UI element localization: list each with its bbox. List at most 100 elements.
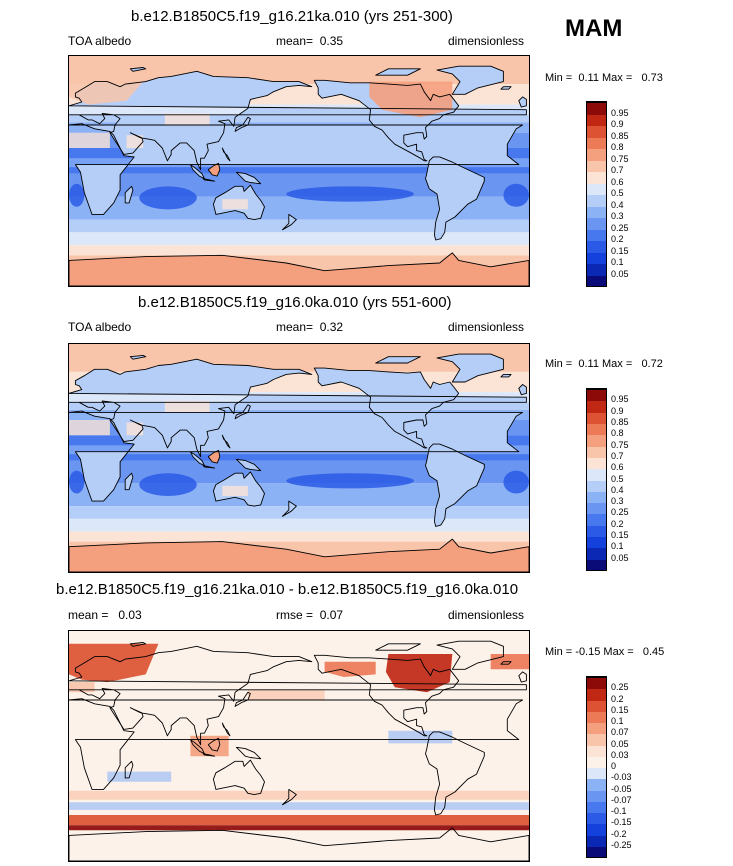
coastline — [313, 654, 460, 737]
panel2-title: b.e12.B1850C5.f19_g16.0ka.010 (yrs 551-6… — [138, 294, 452, 311]
field-band — [69, 518, 529, 532]
colorbar-swatch — [587, 744, 606, 757]
colorbar-swatch — [587, 502, 606, 515]
positive-anomaly — [324, 661, 376, 677]
colorbar-swatch — [587, 240, 606, 253]
coastline — [129, 67, 147, 72]
land-field — [235, 117, 251, 132]
field-band — [69, 531, 529, 542]
colorbar-tick-label: 0.3 — [611, 496, 624, 507]
coastline — [69, 538, 529, 572]
coastline — [221, 147, 231, 162]
land-field — [282, 214, 297, 230]
land-field — [235, 404, 251, 419]
colorbar-swatch — [587, 767, 606, 780]
panel2-mean: mean= 0.32 — [276, 320, 344, 334]
colorbar-swatch — [587, 468, 606, 481]
coastline — [212, 759, 265, 796]
coastline — [234, 116, 251, 132]
colorbar-swatch — [587, 148, 606, 161]
colorbar-swatch — [587, 217, 606, 230]
coastline — [375, 356, 421, 364]
colorbar-tick-label: -0.15 — [611, 817, 632, 828]
colorbar-swatch — [587, 755, 606, 768]
coastline — [221, 722, 231, 737]
coastline — [69, 70, 527, 171]
negative-anomaly — [69, 802, 529, 810]
panel1-minmax: Min = 0.11 Max = 0.73 — [545, 72, 663, 84]
colorbar-swatch — [587, 251, 606, 264]
colorbar-tick-label: 0.7 — [611, 165, 624, 175]
colorbar-tick-label: 0.25 — [611, 682, 629, 693]
ice-sheet-field — [69, 539, 529, 572]
coastline — [235, 458, 262, 472]
colorbar-tick-label: 0.4 — [611, 199, 624, 210]
panel2-units: dimensionless — [448, 320, 525, 334]
coastline — [281, 500, 297, 517]
colorbar-swatch — [587, 547, 606, 560]
colorbar-tick-label: 0.15 — [611, 704, 629, 715]
colorbar-tick-label: 0 — [611, 761, 617, 771]
land-field — [314, 368, 459, 448]
coastline — [69, 827, 529, 861]
coastline — [518, 671, 527, 683]
coastline — [207, 162, 221, 177]
coastline — [69, 252, 529, 286]
coastline — [500, 373, 512, 378]
colorbar-swatch — [587, 558, 606, 570]
colorbar-tick-label: 0.8 — [611, 142, 624, 152]
desert-field — [164, 401, 210, 413]
colorbar-tick-label: 0.6 — [611, 176, 624, 187]
colorbar-swatch — [587, 102, 606, 115]
field-band — [69, 219, 529, 233]
land-field — [375, 68, 421, 76]
colorbar-tick-label: -0.2 — [611, 828, 627, 839]
coastline — [202, 465, 216, 469]
coastline — [235, 171, 262, 185]
colorbar-tick-label: 0.15 — [611, 530, 629, 541]
panel2-variable-label: TOA albedo — [68, 320, 132, 334]
field-band — [69, 402, 529, 410]
low-albedo-patch — [69, 470, 85, 494]
colorbar-tick-label: 0.75 — [611, 439, 629, 450]
season-label: MAM — [565, 15, 623, 42]
coastline — [124, 185, 134, 204]
colorbar-tick-label: 0.85 — [611, 416, 629, 427]
colorbar-tick-label: 0.05 — [611, 268, 629, 279]
field-band — [69, 506, 529, 519]
desert-field — [69, 132, 110, 148]
colorbar-swatch — [587, 274, 606, 286]
land-field — [236, 172, 261, 184]
colorbar-swatch — [587, 171, 606, 184]
weak-positive-anomaly — [69, 790, 529, 800]
colorbar-tick-label: 0.15 — [611, 245, 629, 256]
desert-field — [126, 135, 144, 148]
desert-field — [164, 113, 210, 125]
coastline — [202, 753, 216, 757]
land-field — [500, 86, 512, 90]
colorbar-swatch — [587, 182, 606, 195]
colorbar-swatch — [587, 789, 606, 802]
desert-field — [126, 422, 144, 436]
colorbar-tick-label: 0.4 — [611, 484, 624, 495]
colorbar-swatch — [587, 699, 606, 712]
coastline — [313, 79, 460, 162]
panel1-variable-label: TOA albedo — [68, 34, 132, 48]
colorbar-tick-label: 0.3 — [611, 211, 624, 221]
positive-anomaly — [69, 643, 159, 683]
land-field — [425, 156, 485, 240]
colorbar-tick-label: 0.2 — [611, 234, 624, 244]
coastline — [212, 471, 265, 507]
land-field — [69, 359, 527, 457]
colorbar-tick-label: 0.7 — [611, 450, 624, 461]
coastline — [281, 788, 297, 806]
coastline — [129, 642, 147, 647]
colorbar-swatch — [587, 205, 606, 218]
coastline — [375, 643, 421, 651]
coastline — [221, 434, 231, 449]
colorbar-swatch — [587, 524, 606, 538]
coastline — [436, 65, 504, 95]
colorbar-swatch — [587, 434, 606, 447]
coastline — [500, 661, 512, 665]
panel1-mean: mean= 0.35 — [276, 34, 344, 48]
